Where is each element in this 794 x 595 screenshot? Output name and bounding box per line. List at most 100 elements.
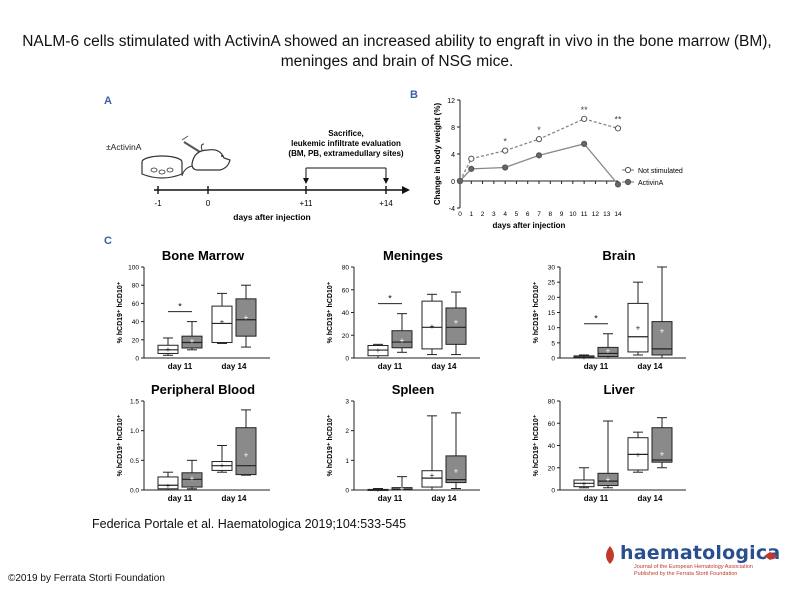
copyright: ©2019 by Ferrata Storti Foundation: [8, 573, 165, 584]
significance-marker: *: [537, 125, 541, 135]
y-tick-label: 40: [132, 319, 140, 326]
mean-marker: +: [606, 346, 611, 355]
y-tick-label: 2: [345, 428, 349, 435]
data-point: [502, 147, 509, 154]
mean-marker: +: [220, 318, 225, 327]
mean-marker: +: [454, 467, 459, 476]
logo-subtitle: Journal of the European Hematology Assoc…: [634, 564, 774, 578]
panel-b-label: B: [410, 89, 418, 101]
mean-marker: +: [166, 345, 171, 354]
y-tick-label: 40: [342, 310, 350, 317]
boxplot-brain: Brain 0 5 10 15 20 25 30 % hCD19⁺ hCD10⁺ day 11 da…: [533, 248, 686, 371]
box: [627, 302, 649, 353]
y-tick-label: 100: [128, 265, 139, 272]
mean-marker: +: [430, 471, 435, 480]
y-tick-label: 60: [342, 287, 350, 294]
y-tick-label: 0: [551, 356, 555, 363]
panel-c-label: C: [104, 235, 112, 247]
box: [421, 300, 443, 350]
y-tick-label: 20: [548, 295, 556, 302]
x-tick-label: 10: [569, 211, 577, 218]
data-point: [614, 181, 622, 188]
timeline-tick-label: -1: [154, 199, 162, 208]
y-tick-label: 0.0: [130, 488, 139, 495]
significance-marker: *: [178, 302, 182, 312]
y-tick-label: 0: [135, 356, 139, 363]
mean-marker: +: [454, 318, 459, 327]
y-tick-label: 0: [345, 356, 349, 363]
y-tick-label: 60: [132, 301, 140, 308]
mean-marker: +: [166, 481, 171, 490]
box: [597, 472, 619, 487]
treatment-label: ±ActivinA: [106, 142, 142, 152]
x-tick-label: day 14: [222, 362, 247, 371]
box: [597, 346, 619, 357]
x-tick-label: 3: [492, 211, 496, 218]
mean-marker: +: [190, 337, 195, 346]
mean-marker: +: [376, 486, 381, 495]
mean-marker: +: [430, 322, 435, 331]
logo-drop-icon: [606, 546, 614, 564]
mean-marker: +: [244, 450, 249, 459]
y-tick-label: 1.0: [130, 428, 139, 435]
timeline-tick-label: 0: [206, 199, 211, 208]
x-tick-label: 6: [526, 211, 530, 218]
x-tick-label: day 14: [432, 494, 457, 503]
x-tick-label: 7: [537, 211, 541, 218]
x-tick-label: day 11: [378, 362, 403, 371]
y-axis-label: % hCD19⁺ hCD10⁺: [327, 414, 334, 476]
y-tick-label: 1.5: [130, 399, 139, 406]
series-line: [459, 143, 619, 185]
x-tick-label: day 11: [168, 494, 193, 503]
y-tick-label: 1: [345, 458, 349, 465]
x-tick-label: 14: [614, 211, 622, 218]
x-tick-label: day 14: [638, 362, 663, 371]
mean-marker: +: [190, 474, 195, 483]
data-point: [456, 177, 464, 185]
box: [651, 321, 673, 356]
y-tick-label: -4: [449, 206, 455, 213]
box: [445, 455, 467, 484]
x-axis-label: days after injection: [493, 221, 566, 230]
y-tick-label: 25: [548, 280, 556, 287]
y-tick-label: 15: [548, 310, 556, 317]
y-axis-label: % hCD19⁺ hCD10⁺: [327, 281, 334, 343]
data-point: [614, 125, 622, 132]
x-tick-label: day 11: [584, 362, 609, 371]
legend-marker: [624, 178, 632, 186]
chart-title: Spleen: [392, 382, 435, 397]
chart-title: Meninges: [383, 248, 443, 263]
panel-a: A ±ActivinA Sacrifice, leuke: [104, 95, 410, 222]
boxplot-spleen: Spleen 0 1 2 3 % hCD19⁺ hCD10⁺ day 11 day 14 + + +…: [327, 382, 480, 503]
legend-label: ActivinA: [638, 180, 664, 187]
significance-marker: *: [388, 294, 392, 304]
legend-marker: [624, 166, 632, 174]
figure-canvas: A ±ActivinA Sacrifice, leuke: [104, 89, 686, 503]
x-tick-label: 12: [592, 211, 600, 218]
box: [651, 427, 673, 463]
box: [157, 476, 179, 490]
timeline-tick-label: +11: [300, 199, 314, 208]
y-axis-label: % hCD19⁺ hCD10⁺: [533, 414, 540, 476]
data-point: [535, 152, 543, 159]
x-tick-label: 4: [503, 211, 507, 218]
mean-marker: +: [244, 313, 249, 322]
box: [235, 427, 257, 476]
y-tick-label: 20: [342, 333, 350, 340]
chart-title: Brain: [602, 248, 635, 263]
box: [421, 470, 443, 488]
boxplot-peripheral-blood: Peripheral Blood 0.0 0.5 1.0 1.5 % hCD19⁺ hCD…: [117, 382, 270, 503]
chart-title: Liver: [603, 382, 634, 397]
y-tick-label: 80: [132, 283, 140, 290]
event-label-line3: (BM, PB, extramedullary sites): [288, 149, 403, 158]
y-tick-label: 12: [447, 98, 455, 105]
mean-marker: +: [400, 336, 405, 345]
y-tick-label: 80: [548, 399, 556, 406]
significance-marker: **: [581, 105, 589, 115]
box: [445, 307, 467, 345]
y-tick-label: 80: [342, 265, 350, 272]
boxplot-meninges: Meninges 0 20 40 60 80 % hCD19⁺ hCD10⁺ day 11 da…: [327, 248, 480, 371]
y-tick-label: 3: [345, 399, 349, 406]
data-point: [468, 165, 475, 172]
